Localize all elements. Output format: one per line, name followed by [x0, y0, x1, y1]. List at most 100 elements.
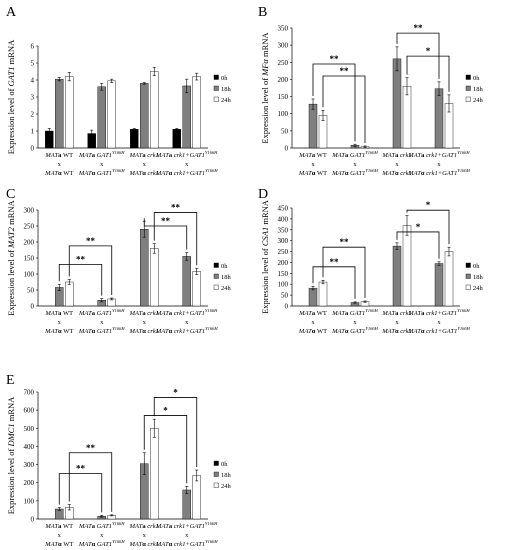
- panel-D-category-0-line-0: MATa WT: [298, 310, 327, 317]
- panel-E-ytick-label-5: 500: [24, 425, 35, 433]
- panel-D-ytick-label-4: 200: [278, 259, 289, 267]
- panel-E-ytick-label-1: 100: [24, 497, 35, 505]
- panel-C-ylabel: Expression level of MAT2 mRNA: [6, 199, 16, 315]
- panel-A-ytick-label-1: 1: [31, 128, 35, 136]
- panel-A-bar-18h-0: [55, 78, 64, 149]
- panel-D-category-1-line-0: MATa GAT1Y166H: [331, 308, 378, 317]
- panel-C-sig-bracket-0: [58, 263, 103, 296]
- panel-E-bar-24h-2: [150, 428, 159, 520]
- panel-A-category-0-line-2: MATα WT: [44, 170, 73, 177]
- panel-E: E 0 100 200 300 400 500 600 700 Expression level …: [6, 373, 232, 548]
- panel-A-bar-18h-2: [140, 83, 149, 149]
- panel-A-category-1-line-1: x: [100, 161, 104, 168]
- panel-D-sig-label-0: **: [330, 257, 340, 267]
- panel-E-ytick-label-7: 700: [24, 389, 35, 397]
- panel-C-sig-label-0: **: [76, 254, 86, 264]
- panel-A-bar-24h-3: [192, 76, 201, 149]
- panel-D-bar-18h-3: [434, 263, 444, 307]
- panel-E-bar-24h-3: [192, 475, 201, 520]
- panel-D-ytick-label-3: 150: [278, 270, 289, 278]
- panel-E-ylabel: Expression level of DMC1 mRNA: [6, 396, 16, 514]
- panel-C-category-0-line-0: MATa WT: [44, 310, 73, 317]
- panel-C-ytick-label-3: 150: [24, 255, 35, 263]
- panel-E-ytick-label-4: 400: [24, 443, 35, 451]
- panel-E-category-2-line-0: MATa crk1: [129, 523, 159, 530]
- panel-E-legend-swatch-0h: [213, 460, 219, 466]
- panel-D-category-3-line-2: MATα crk1+GAT1Y166H: [407, 326, 471, 335]
- panel-A-category-0-line-1: x: [58, 161, 62, 168]
- panel-C-ytick-label-5: 250: [24, 223, 35, 231]
- panel-A-ytick-label-5: 5: [31, 60, 35, 68]
- panel-B-sig-bracket-3: [406, 55, 450, 92]
- panel-C-bar-24h-0: [65, 281, 74, 307]
- panel-A-legend-swatch-24h: [213, 96, 219, 102]
- panel-E-sig-bracket-3: [153, 397, 198, 468]
- panel-B-category-1-line-0: MATa GAT1Y166H: [331, 150, 378, 159]
- panel-B-sig-label-3: *: [426, 46, 431, 56]
- panel-B-bar-18h-3: [434, 88, 444, 149]
- panel-E-ytick-label-2: 200: [24, 479, 35, 487]
- panel-E-category-3-line-2: MATα crk1+GAT1Y166H: [155, 539, 219, 548]
- panel-E-category-1-line-1: x: [100, 532, 104, 539]
- panel-D-ytick-label-1: 50: [281, 292, 289, 300]
- panel-A-legend-label-24h: 24h: [221, 97, 232, 104]
- panel-D-ytick-label-9: 450: [278, 205, 289, 213]
- panel-D-bar-24h-3: [444, 251, 454, 307]
- panel-D-legend-label-24h: 24h: [473, 285, 484, 292]
- panel-C-category-2-line-0: MATa crk1: [129, 310, 159, 317]
- panel-B-bar-18h-2: [392, 58, 402, 149]
- panel-C-ytick-label-6: 300: [24, 207, 35, 215]
- panel-B-legend-swatch-24h: [465, 96, 471, 102]
- panel-B-category-1-line-1: x: [353, 161, 357, 168]
- panel-B-category-0-line-1: x: [311, 161, 315, 168]
- panel-E-category-3-line-1: x: [185, 532, 189, 539]
- panel-E-category-0-line-1: x: [58, 532, 62, 539]
- panel-C-ytick-label-4: 200: [24, 239, 35, 247]
- panel-B-bar-24h-2: [402, 86, 412, 149]
- panel-D-legend-swatch-18h: [465, 273, 471, 279]
- panel-B-category-2-line-1: x: [395, 161, 399, 168]
- panel-A-ytick-label-0: 0: [31, 145, 35, 153]
- panel-B-legend-swatch-0h: [465, 74, 471, 80]
- panel-C-legend-label-24h: 24h: [221, 285, 232, 292]
- panel-B: B 0 50 100 150 200 250 300 350 Expression level o…: [258, 5, 484, 177]
- panel-A-category-1-line-2: MATα GAT1Y166H: [78, 168, 126, 177]
- panel-E-sig-label-0: **: [76, 464, 86, 474]
- panel-C-sig-label-3: **: [171, 203, 181, 213]
- panel-D-category-1-line-1: x: [353, 319, 357, 326]
- panel-E-legend-swatch-18h: [213, 471, 219, 477]
- panel-D-category-0-line-2: MATα WT: [298, 328, 327, 335]
- panel-A-bar-18h-1: [97, 86, 106, 149]
- panel-C-bar-24h-3: [192, 271, 201, 307]
- panel-B-category-3-line-0: MATa crk1+GAT1Y166H: [407, 150, 470, 159]
- panel-D-sig-bracket-2: [396, 231, 440, 259]
- panel-D-category-0-line-1: x: [311, 319, 315, 326]
- panel-D-ytick-label-5: 250: [278, 248, 289, 256]
- panel-C-letter: C: [6, 187, 15, 202]
- panel-B-sig-label-2: **: [414, 23, 424, 33]
- panel-A-category-2-line-1: x: [143, 161, 147, 168]
- panel-A-ytick-label-4: 4: [31, 77, 35, 85]
- panel-C-legend-swatch-18h: [213, 273, 219, 279]
- panel-A-category-2-line-2: MATα crk1: [128, 170, 159, 177]
- panel-D-category-2-line-1: x: [395, 319, 399, 326]
- panel-C-category-0-line-1: x: [58, 319, 62, 326]
- panel-B-ytick-label-3: 150: [278, 93, 289, 101]
- panel-C-bar-18h-3: [182, 256, 191, 307]
- panel-C-ytick-label-1: 50: [27, 287, 35, 295]
- panel-D: D 0 50 100 150 200 250 300 350 400 450 Expression l…: [258, 187, 484, 335]
- panel-B-legend-label-18h: 18h: [473, 86, 484, 93]
- panel-D-ytick-label-7: 350: [278, 226, 289, 234]
- panel-B-letter: B: [258, 5, 267, 20]
- panel-C-category-3-line-1: x: [185, 319, 189, 326]
- panel-E-bar-18h-3: [182, 489, 191, 520]
- panel-E-legend-label-18h: 18h: [221, 472, 232, 479]
- panel-B-category-0-line-2: MATα WT: [298, 170, 327, 177]
- panel-B-ylabel: Expression level of MFα mRNA: [260, 32, 270, 144]
- panel-A-legend-swatch-18h: [213, 85, 219, 91]
- panel-C-category-0-line-2: MATα WT: [44, 328, 73, 335]
- panel-D-ylabel: Expression level of CSA1 mRNA: [260, 199, 270, 314]
- panel-D-sig-bracket-1: [322, 246, 366, 298]
- panel-C-category-1-line-1: x: [100, 319, 104, 326]
- panel-B-ytick-label-5: 250: [278, 59, 289, 67]
